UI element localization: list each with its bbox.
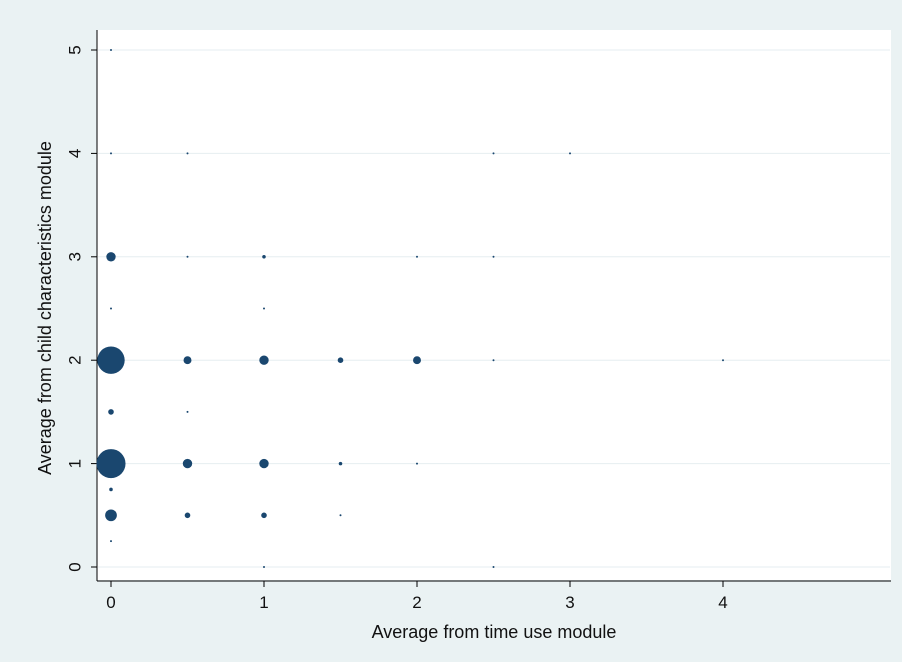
data-point bbox=[492, 152, 495, 155]
data-point bbox=[182, 458, 193, 469]
y-tick-label: 1 bbox=[66, 459, 85, 468]
data-point bbox=[183, 356, 192, 365]
x-tick-label: 4 bbox=[718, 593, 727, 612]
x-axis-ticks: 0 1 2 3 4 bbox=[106, 581, 728, 612]
data-point bbox=[186, 152, 189, 155]
data-point bbox=[338, 461, 343, 466]
data-point bbox=[416, 462, 418, 465]
data-point bbox=[261, 512, 267, 519]
data-point bbox=[263, 566, 265, 568]
data-point bbox=[109, 487, 113, 492]
data-point bbox=[259, 355, 269, 365]
data-points bbox=[96, 49, 724, 568]
data-point bbox=[259, 458, 269, 469]
data-point bbox=[492, 359, 495, 362]
x-tick-label: 3 bbox=[565, 593, 574, 612]
x-axis-title: Average from time use module bbox=[372, 622, 617, 642]
data-point bbox=[492, 566, 495, 568]
data-point bbox=[186, 255, 189, 258]
data-point bbox=[262, 255, 266, 259]
data-point bbox=[339, 514, 342, 517]
data-point bbox=[110, 307, 112, 310]
y-axis-ticks: 0 1 2 3 4 5 bbox=[66, 45, 97, 572]
y-tick-label: 4 bbox=[66, 149, 85, 158]
data-point bbox=[96, 449, 126, 479]
y-tick-label: 0 bbox=[66, 562, 85, 571]
y-tick-label: 2 bbox=[66, 355, 85, 364]
data-point bbox=[184, 512, 191, 519]
data-point bbox=[492, 255, 495, 258]
data-point bbox=[110, 152, 112, 155]
data-point bbox=[413, 356, 421, 365]
data-point bbox=[106, 252, 116, 262]
data-point bbox=[416, 255, 418, 258]
x-tick-label: 0 bbox=[106, 593, 115, 612]
data-point bbox=[337, 357, 344, 364]
y-tick-label: 5 bbox=[66, 45, 85, 54]
data-point bbox=[722, 359, 724, 362]
data-point bbox=[110, 49, 112, 51]
x-tick-label: 2 bbox=[412, 593, 421, 612]
y-tick-label: 3 bbox=[66, 252, 85, 261]
data-point bbox=[263, 307, 265, 310]
data-point bbox=[186, 410, 189, 413]
data-point bbox=[110, 540, 112, 543]
data-point bbox=[569, 152, 571, 155]
data-point bbox=[105, 509, 117, 522]
y-axis-title: Average from child characteristics modul… bbox=[35, 141, 55, 475]
data-point bbox=[97, 346, 125, 374]
x-tick-label: 1 bbox=[259, 593, 268, 612]
plot-area bbox=[97, 30, 891, 580]
data-point bbox=[108, 409, 114, 415]
